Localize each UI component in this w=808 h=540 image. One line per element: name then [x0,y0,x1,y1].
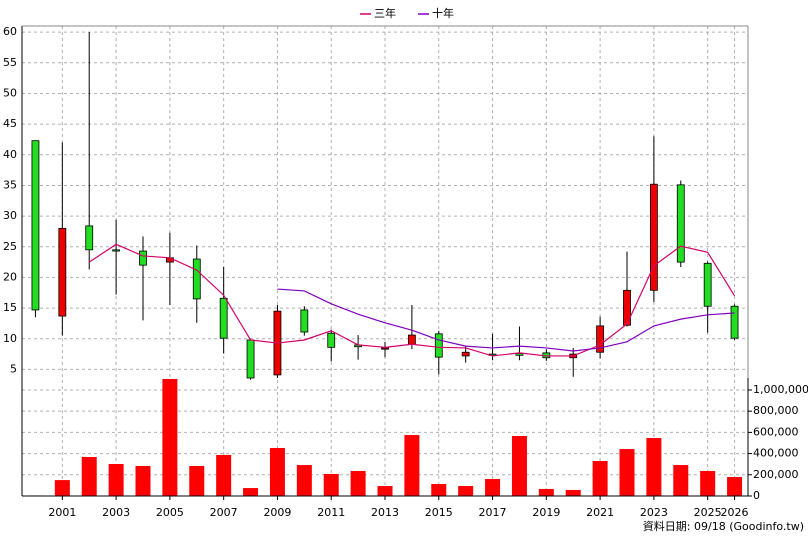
y-tick-label: 35 [3,178,17,191]
candle-body [192,258,201,300]
candle-body [246,339,255,379]
x-tick-label: 2015 [425,506,453,519]
y-tick-label: 60 [3,25,17,38]
y-tick-label: 55 [3,56,17,69]
ma-line [88,243,736,357]
volume-bar [592,461,608,496]
volume-bar [404,435,420,496]
volume-bar [81,456,97,496]
volume-bar [485,479,501,496]
y-tick-label: 0 [753,489,760,502]
volume-bar [54,480,70,496]
candle-body [31,140,40,311]
y-tick-label: 45 [3,117,17,130]
volume-bar [296,465,312,496]
legend-label: 十年 [432,6,454,20]
x-tick-label: 2021 [586,506,614,519]
footer: 資料日期: 09/18 (Goodinfo.tw) [643,519,804,533]
x-tick-label: 2007 [210,506,238,519]
y-tick-label: 40 [3,148,17,161]
candle-body [623,289,631,326]
y-tick-label: 1,000,000 [753,383,808,396]
x-tick-label: 2025 [694,506,722,519]
volume-bar [565,489,581,496]
candle-body [461,351,470,357]
volume-bar [646,438,662,496]
volume-bar [377,486,393,496]
candle-body [730,305,739,339]
candle-body [407,334,416,345]
candle-body [219,297,228,339]
candle-body [112,249,121,252]
x-tick-label: 2026 [721,506,749,519]
candle-body [596,325,605,353]
candle-body [515,353,524,356]
ma-line [277,288,735,352]
y-tick-label: 5 [10,362,17,375]
y-tick-label: 200,000 [753,468,799,481]
candle-body [434,333,443,358]
candle-body [703,262,712,307]
x-tick-label: 2001 [48,506,76,519]
x-tick-label: 2009 [263,506,291,519]
volume-bar [108,463,124,496]
x-tick-label: 2013 [371,506,399,519]
volume-bar [350,470,366,496]
candle-body [649,183,658,291]
candle-body [58,227,67,317]
y-tick-label: 600,000 [753,425,799,438]
volume-bar [135,465,151,496]
volume-bar [323,473,339,496]
volume-bar [431,484,447,496]
volume-bar [162,378,178,496]
x-tick-label: 2011 [317,506,345,519]
y-tick-label: 15 [3,301,17,314]
y-tick-label: 25 [3,240,17,253]
x-tick-label: 2017 [479,506,507,519]
volume-bar [700,470,716,496]
candle-body [139,250,147,266]
x-tick-label: 2019 [532,506,560,519]
y-tick-label: 800,000 [753,404,799,417]
volume-bar [619,449,635,496]
volume-bar [673,465,689,496]
volume-bar [538,489,554,496]
x-tick-label: 2003 [102,506,130,519]
volume-bar [727,477,743,496]
y-tick-label: 20 [3,270,17,283]
y-tick-label: 400,000 [753,447,799,460]
volume-bar [189,465,205,496]
candle-body [381,347,389,350]
candle-body [85,225,94,251]
x-tick-label: 2005 [156,506,184,519]
legend-label: 三年 [374,6,396,20]
volume-bar [458,486,474,496]
x-tick-label: 2023 [640,506,668,519]
volume-bar [269,447,285,496]
candle-body [327,332,336,348]
volume-bar [216,454,232,496]
candle-body [300,309,309,333]
candle-body [676,184,685,263]
y-tick-label: 10 [3,332,17,345]
volume-bar [243,488,259,496]
y-tick-label: 50 [3,86,17,99]
y-tick-label: 30 [3,209,17,222]
volume-bar [511,435,527,496]
